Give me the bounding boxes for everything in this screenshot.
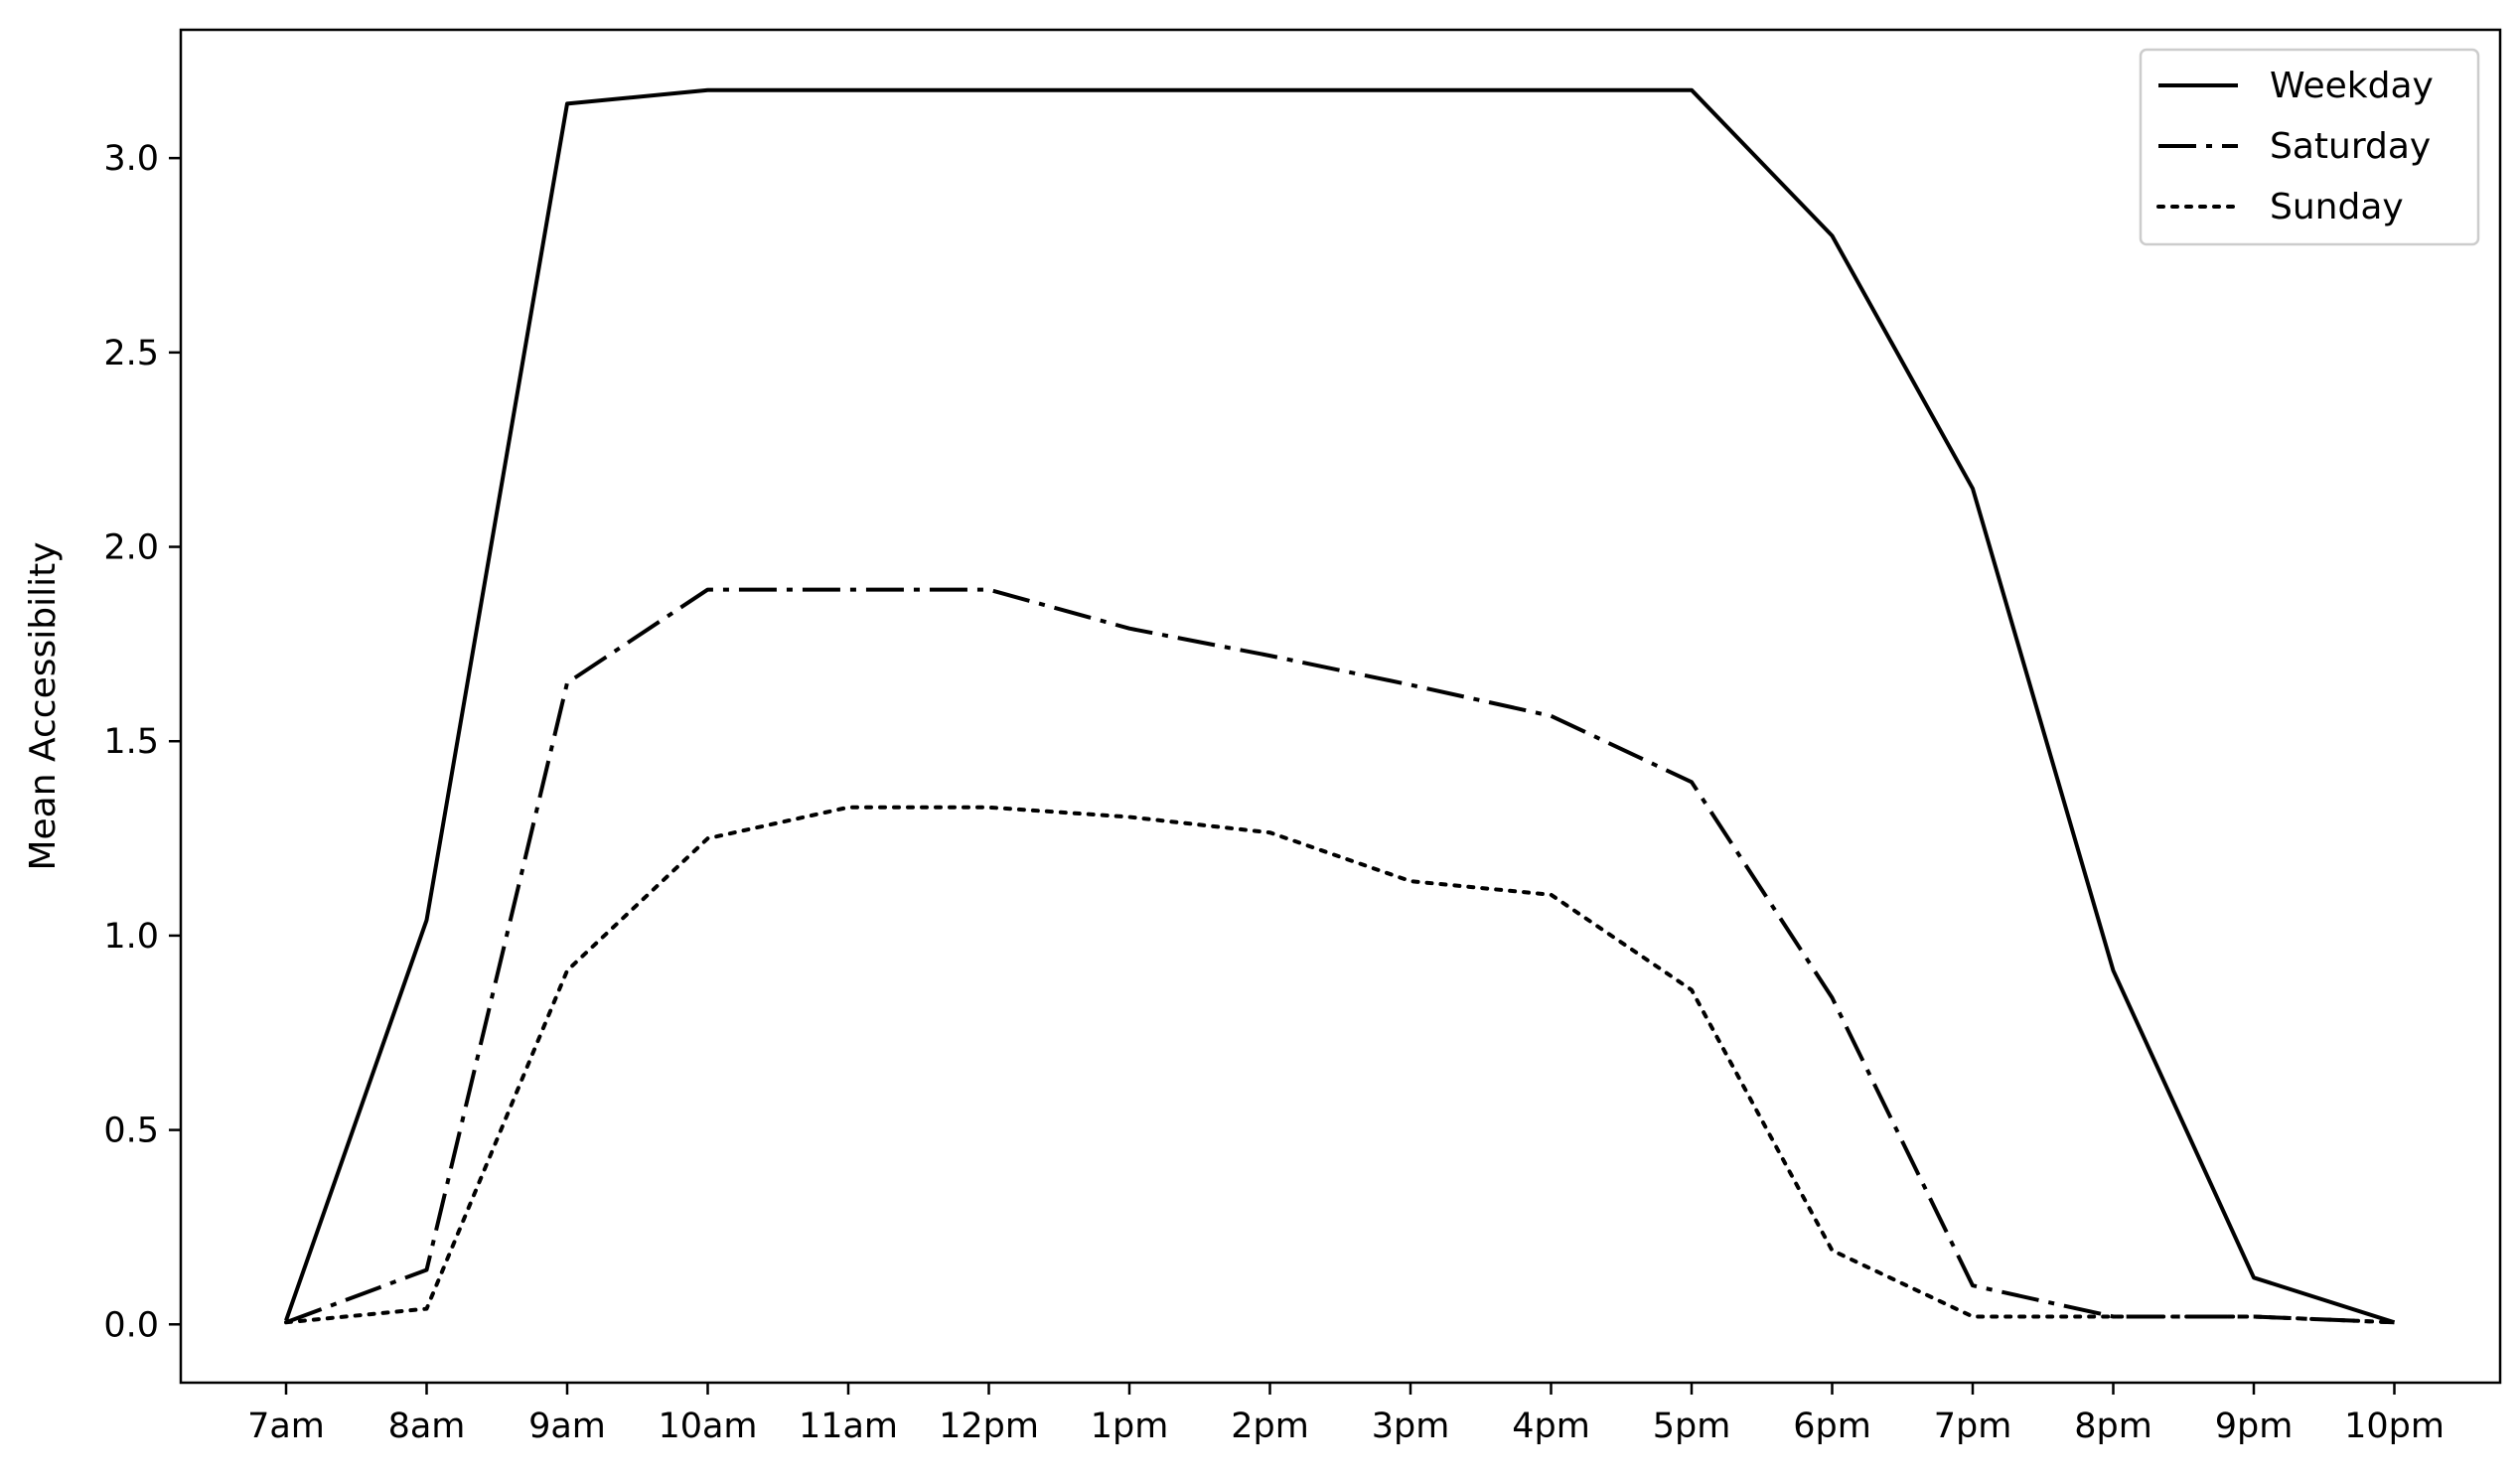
y-tick-label: 1.0: [103, 917, 159, 957]
x-tick-label: 6pm: [1793, 1407, 1871, 1446]
x-tick-label: 8pm: [2074, 1407, 2152, 1446]
legend-label: Weekday: [2270, 66, 2434, 106]
x-tick-label: 1pm: [1091, 1407, 1169, 1446]
y-tick-label: 1.5: [103, 722, 159, 762]
x-tick-label: 2pm: [1231, 1407, 1309, 1446]
x-tick-label: 9pm: [2215, 1407, 2294, 1446]
plot-frame: [179, 28, 2502, 1385]
y-tick-label: 0.0: [103, 1305, 159, 1345]
y-tick-label: 2.5: [103, 334, 159, 373]
x-tick-label: 7am: [247, 1407, 325, 1446]
legend-box: [2139, 48, 2480, 246]
x-tick-label: 11am: [799, 1407, 898, 1446]
x-tick-label: 5pm: [1653, 1407, 1731, 1446]
legend: Weekday Saturday Sunday: [2139, 48, 2480, 246]
series-line-weekday: [284, 87, 2396, 1325]
y-tick-label: 0.5: [103, 1112, 159, 1151]
y-tick-label: 3.0: [103, 139, 159, 179]
x-tick-label: 12pm: [939, 1407, 1039, 1446]
legend-label: Sunday: [2270, 187, 2404, 227]
x-tick-label: 9am: [528, 1407, 606, 1446]
series-line-saturday: [285, 587, 2395, 1325]
x-tick-label: 7pm: [1934, 1407, 2012, 1446]
series-line-sunday: [284, 805, 2397, 1325]
x-tick-label: 10am: [658, 1407, 757, 1446]
x-tick-label: 3pm: [1372, 1407, 1450, 1446]
y-tick-label: 2.0: [103, 528, 159, 568]
y-axis-label: Mean Accessibility: [23, 541, 64, 870]
axes-layer: 0.0 0.5 1.0 1.5 2.0 2.5 3.0 7am 8am 9am 10am 11am 12…: [103, 28, 2502, 1446]
legend-label: Saturday: [2270, 126, 2431, 167]
x-tick-label: 4pm: [1512, 1407, 1590, 1446]
x-tick-label: 8am: [388, 1407, 466, 1446]
series-layer: [284, 87, 2397, 1325]
x-tick-label: 10pm: [2344, 1407, 2445, 1446]
